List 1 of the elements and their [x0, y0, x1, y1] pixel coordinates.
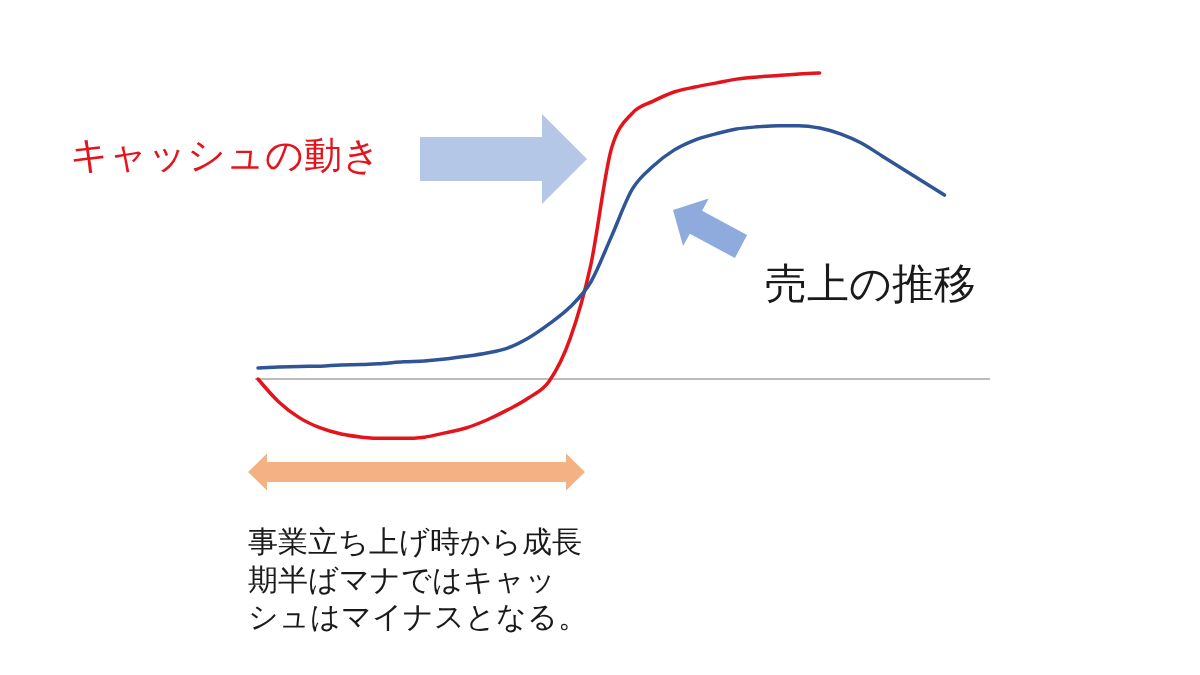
annotation: 事業立ち上げ時から成長期半ばマナではキャッシュはマイナスとなる。	[248, 524, 588, 636]
